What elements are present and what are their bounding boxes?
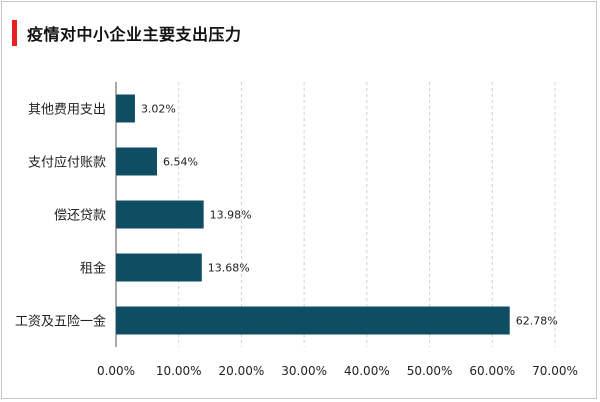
x-tick-label: 60.00% <box>469 364 515 378</box>
category-label: 租金 <box>80 261 106 277</box>
category-label: 支付应付账款 <box>28 155 106 171</box>
x-tick-label: 50.00% <box>407 364 453 378</box>
category-label: 工资及五险一金 <box>15 314 106 330</box>
title-accent-bar <box>12 20 17 46</box>
data-label: 13.98% <box>210 209 252 222</box>
chart-title: 疫情对中小企业主要支出压力 <box>27 25 242 44</box>
data-label: 13.68% <box>208 262 250 275</box>
category-label: 偿还贷款 <box>54 209 106 224</box>
x-tick-label: 70.00% <box>532 364 578 378</box>
x-tick-label: 40.00% <box>344 364 390 378</box>
bar <box>116 306 510 335</box>
data-label: 6.54% <box>163 156 198 169</box>
bar <box>116 94 135 123</box>
bar <box>116 147 158 176</box>
data-label: 62.78% <box>516 315 558 328</box>
data-label: 3.02% <box>141 103 176 116</box>
x-tick-label: 30.00% <box>281 364 327 378</box>
x-tick-label: 10.00% <box>156 364 202 378</box>
category-label: 其他费用支出 <box>28 103 106 118</box>
title-bar: 疫情对中小企业主要支出压力 <box>12 20 242 46</box>
bar <box>116 253 202 282</box>
bar <box>116 200 204 229</box>
x-tick-label: 0.00% <box>97 364 135 378</box>
x-tick-label: 20.00% <box>219 364 265 378</box>
